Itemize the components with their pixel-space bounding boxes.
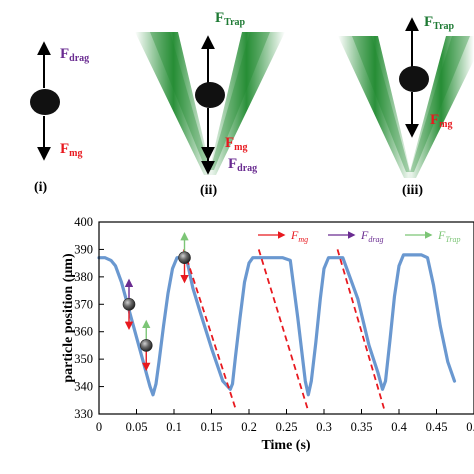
- panel-i: Fdrag Fmg (i): [30, 41, 89, 195]
- x-tick-label-10: 0.5: [466, 420, 474, 434]
- bead-1: [139, 339, 153, 352]
- x-axis-title: Time (s): [261, 438, 310, 453]
- x-tick-label-1: 0.05: [126, 420, 148, 434]
- panel-i-caption: (i): [34, 180, 48, 195]
- x-tick-label-2: 0.1: [166, 420, 182, 434]
- panel-iii-caption: (iii): [402, 183, 423, 198]
- panel-ii-fmg-label: Fmg: [225, 135, 248, 153]
- panel-i-fdrag-label: Fdrag: [60, 46, 89, 64]
- bead-2: [178, 251, 191, 264]
- panel-ii-caption: (ii): [200, 183, 217, 198]
- panel-iii-beam: [338, 36, 474, 178]
- panel-i-bead: [30, 89, 60, 115]
- y-tick-label-3: 360: [74, 325, 93, 339]
- x-tick-label-7: 0.35: [351, 420, 373, 434]
- chart: 0 0.05 0.1 0.15 0.2 0.25 0.3 0.35 0.4 0.45 0.5 330…: [61, 215, 474, 453]
- panel-iii: FTrap Fmg (iii): [338, 14, 474, 198]
- panel-i-fmg-label: Fmg: [60, 141, 83, 159]
- series-line-0: [97, 253, 457, 397]
- chart-beads-layer: [122, 231, 191, 372]
- x-tick-label-9: 0.45: [426, 420, 448, 434]
- chart-series-layer: [97, 253, 457, 397]
- x-tick-label-3: 0.15: [201, 420, 223, 434]
- y-tick-label-5: 380: [74, 270, 93, 284]
- legend-label-mg: Fmg: [290, 228, 308, 244]
- panel-iii-bead: [399, 66, 429, 92]
- x-axis: 0 0.05 0.1 0.15 0.2 0.25 0.3 0.35 0.4 0.45 0.5: [96, 409, 474, 434]
- panel-ii-ftrap-label: FTrap: [215, 10, 246, 28]
- x-tick-label-6: 0.3: [316, 420, 332, 434]
- y-tick-label-6: 390: [74, 242, 93, 256]
- panel-iii-fmg-label: Fmg: [430, 112, 453, 130]
- y-tick-label-1: 340: [74, 380, 93, 394]
- y-axis-title: particle position (μm): [61, 253, 76, 383]
- panel-ii-fdrag-label: Fdrag: [228, 156, 257, 174]
- y-tick-label-2: 350: [74, 352, 93, 366]
- y-axis: 330 340 350 360 370 380 390 400: [74, 215, 104, 421]
- chart-legend: Fmg Fdrag FTrap: [258, 228, 460, 244]
- y-tick-label-4: 370: [74, 297, 93, 311]
- legend-label-drag: Fdrag: [360, 228, 383, 244]
- fit-line-0: [182, 249, 237, 409]
- legend-label-trap: FTrap: [437, 228, 460, 244]
- fit-line-2: [336, 249, 385, 409]
- y-tick-label-7: 400: [74, 215, 93, 229]
- panel-iii-ftrap-label: FTrap: [424, 14, 455, 32]
- bead-0: [122, 297, 136, 311]
- x-tick-label-4: 0.2: [241, 420, 257, 434]
- fit-line-1: [257, 249, 309, 409]
- chart-fits-layer: [182, 249, 385, 409]
- panel-ii: FTrap Fmg Fdrag (ii): [135, 10, 285, 198]
- y-tick-label-0: 330: [74, 407, 93, 421]
- panel-ii-bead: [195, 82, 225, 108]
- x-tick-label-0: 0: [96, 420, 102, 434]
- panel-ii-beam: [135, 32, 285, 175]
- x-tick-label-8: 0.4: [391, 420, 407, 434]
- x-tick-label-5: 0.25: [276, 420, 298, 434]
